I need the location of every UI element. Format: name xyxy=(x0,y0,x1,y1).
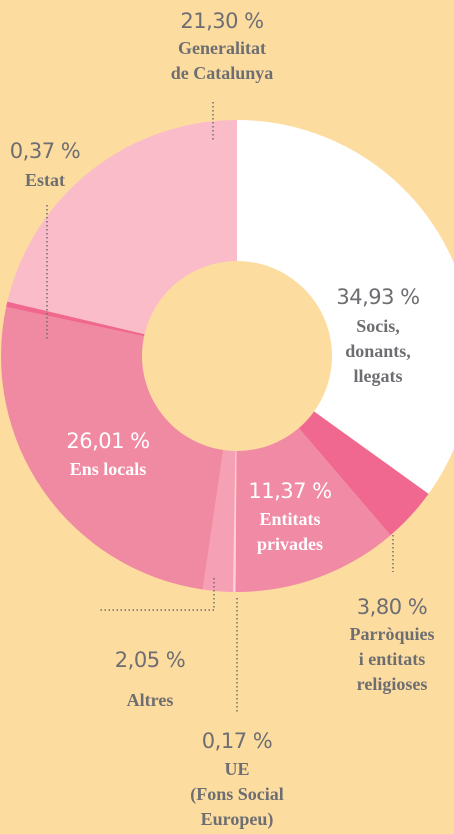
category-label: Generalitat xyxy=(178,38,266,58)
leader-lines xyxy=(46,102,394,714)
donut-slice xyxy=(235,428,391,593)
value-label: 26,01 % xyxy=(66,429,149,453)
donut xyxy=(0,120,454,593)
category-label: Parròquies xyxy=(350,624,435,644)
category-label: religioses xyxy=(357,674,428,694)
value-label: 0,37 % xyxy=(10,139,80,163)
value-label: 0,17 % xyxy=(202,729,272,753)
value-label: 11,37 % xyxy=(248,479,331,503)
category-label: de Catalunya xyxy=(171,63,274,83)
value-label: 2,05 % xyxy=(115,648,185,672)
donut-slice xyxy=(202,449,236,592)
leader-line xyxy=(98,578,215,611)
value-label: 34,93 % xyxy=(336,285,419,309)
category-label: Entitats xyxy=(259,509,320,529)
category-label: Socis, xyxy=(356,316,400,336)
category-label: i entitats xyxy=(359,649,426,669)
category-label: Europeu) xyxy=(201,809,274,830)
category-label: UE xyxy=(224,759,249,779)
donut-slice xyxy=(232,450,237,592)
donut-slice xyxy=(237,120,454,494)
category-label: Estat xyxy=(25,170,65,190)
category-label: donants, xyxy=(345,341,411,361)
donut-slice xyxy=(6,301,145,337)
category-label: llegats xyxy=(354,366,403,386)
category-label: privades xyxy=(257,534,323,554)
value-label: 3,80 % xyxy=(357,595,427,619)
donut-slice xyxy=(0,306,224,590)
category-label: (Fons Social xyxy=(190,784,284,805)
donut-slice xyxy=(7,120,237,335)
category-label: Altres xyxy=(127,690,174,710)
value-label: 21,30 % xyxy=(180,9,263,33)
donut-slice xyxy=(298,411,429,536)
category-label: Ens locals xyxy=(70,459,147,479)
